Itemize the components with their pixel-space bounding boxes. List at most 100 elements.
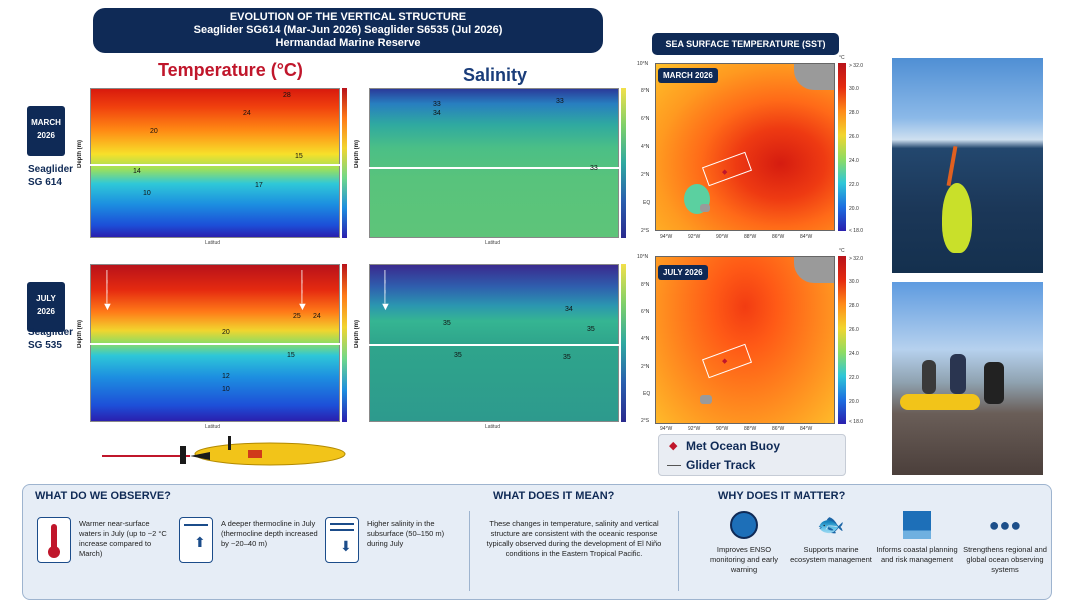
header-banner: EVOLUTION OF THE VERTICAL STRUCTURE Seag… <box>93 8 603 53</box>
matter-item: Improves ENSO monitoring and early warni… <box>710 545 778 574</box>
month-label: MARCH <box>31 118 61 127</box>
contour-label: 25 <box>293 313 301 320</box>
cbar-unit: °C <box>839 55 845 61</box>
cbar-tick: 22.0 <box>849 182 859 188</box>
sst-map-july: JULY 2026 ◆ <box>655 256 835 424</box>
contour-label: 12 <box>222 373 230 380</box>
cbar-tick: 26.0 <box>849 327 859 333</box>
observing-item: ●●● Strengthens regional and global ocea… <box>960 511 1050 575</box>
contour-label: 33 <box>556 98 564 105</box>
lat-tick: 10°N <box>637 254 649 260</box>
lon-tick: 84°W <box>800 426 813 432</box>
observe-item: Higher salinity in the subsurface (50–15… <box>367 519 445 548</box>
month-badge-july: JULY 2026 <box>27 282 65 332</box>
buoy-legend-icon: ◆ <box>669 440 678 452</box>
contour-label: 17 <box>255 182 263 189</box>
enso-item: Improves ENSO monitoring and early warni… <box>701 511 787 575</box>
landmass <box>794 257 834 283</box>
salinity-section-march <box>369 88 619 238</box>
cbar-tick: < 18.0 <box>849 419 864 425</box>
meaning-text: These changes in temperature, salinity a… <box>486 519 662 558</box>
matter-item: Supports marine ecosystem management <box>790 545 872 564</box>
glider-on-deck <box>900 394 980 410</box>
temperature-section-march <box>90 88 340 238</box>
thermometer-icon <box>37 517 71 563</box>
track-legend-icon <box>667 465 681 466</box>
lon-tick: 86°W <box>772 426 785 432</box>
sst-colorbar-march <box>838 63 846 231</box>
landmass <box>794 64 834 90</box>
lon-tick: 86°W <box>772 234 785 240</box>
lat-tick: 6°N <box>641 309 650 315</box>
thermocline-icon: ⬆ <box>179 517 213 563</box>
galapagos-islands <box>700 204 710 212</box>
cbar-tick: 24.0 <box>849 158 859 164</box>
track-legend-label: Glider Track <box>686 458 756 472</box>
globe-icon <box>730 511 758 539</box>
glider-name: Seaglider <box>28 164 74 175</box>
glider-at-sea-photo <box>892 58 1043 273</box>
glider-body <box>942 183 972 253</box>
map-legend: ◆ Met Ocean Buoy Glider Track <box>658 434 846 476</box>
contour-label: 35 <box>454 352 462 359</box>
cbar-tick: 20.0 <box>849 399 859 405</box>
observe-heading: WHAT DO WE OBSERVE? <box>35 490 171 502</box>
matter-item: Strengthens regional and global ocean ob… <box>963 545 1047 574</box>
reference-line <box>90 343 340 345</box>
contour-label: 20 <box>222 329 230 336</box>
summary-panel: WHAT DO WE OBSERVE? Warmer near-surface … <box>22 484 1052 600</box>
map-label-march: MARCH 2026 <box>658 68 718 83</box>
month-label: JULY <box>36 294 56 303</box>
reference-line <box>369 344 619 346</box>
cbar-tick: 30.0 <box>849 86 859 92</box>
sst-map-march: MARCH 2026 ◆ <box>655 63 835 231</box>
divider <box>469 511 470 591</box>
salinity-icon: ⬇ <box>325 517 359 563</box>
contour-label: 35 <box>563 354 571 361</box>
buoy-marker: ◆ <box>722 169 728 176</box>
header-line1: EVOLUTION OF THE VERTICAL STRUCTURE <box>229 11 467 23</box>
lon-tick: 92°W <box>688 234 701 240</box>
lat-axis-label: Latitud <box>485 240 501 246</box>
contour-label: 33 <box>433 101 441 108</box>
temperature-colorbar <box>342 264 347 422</box>
lat-tick: 4°N <box>641 336 650 342</box>
lat-tick: 4°N <box>641 144 650 150</box>
cbar-tick: 26.0 <box>849 134 859 140</box>
divider <box>678 511 679 591</box>
cbar-tick: 28.0 <box>849 303 859 309</box>
matter-heading: WHY DOES IT MATTER? <box>718 490 846 502</box>
lat-tick: 8°N <box>641 88 650 94</box>
salinity-colorbar <box>621 88 626 238</box>
map-label-july: JULY 2026 <box>658 265 708 280</box>
lon-tick: 90°W <box>716 426 729 432</box>
lat-tick: 8°N <box>641 282 650 288</box>
contour-label: 35 <box>443 320 451 327</box>
contour-label: 14 <box>133 168 141 175</box>
lon-tick: 90°W <box>716 234 729 240</box>
lat-tick: 2°N <box>641 172 650 178</box>
cbar-tick: > 32.0 <box>849 256 864 262</box>
header-line2: Seaglider SG614 (Mar-Jun 2026) Seaglider… <box>193 24 503 36</box>
contour-label: 24 <box>313 313 321 320</box>
meaning-heading: WHAT DOES IT MEAN? <box>493 490 615 502</box>
year-label: 2026 <box>37 307 55 316</box>
lon-tick: 92°W <box>688 426 701 432</box>
header-line3: Hermandad Marine Reserve <box>275 37 421 49</box>
people-icon: ●●● <box>988 515 1022 535</box>
person-silhouette <box>950 354 966 394</box>
lat-axis-label: Latitud <box>205 424 221 430</box>
down-arrow-icon: │ │ │ ▼ <box>297 271 308 313</box>
sst-title: SEA SURFACE TEMPERATURE (SST) <box>652 33 839 55</box>
lat-tick: EQ <box>643 200 651 206</box>
lat-tick: 10°N <box>637 61 649 67</box>
lat-tick: 2°S <box>641 418 650 424</box>
depth-axis-label: Depth (m) <box>354 140 360 168</box>
contour-label: 35 <box>587 326 595 333</box>
glider-id: SG 614 <box>28 177 62 188</box>
lon-tick: 88°W <box>744 234 757 240</box>
salinity-title: Salinity <box>463 65 528 85</box>
person-silhouette <box>922 360 936 394</box>
reference-line <box>90 164 340 166</box>
cbar-tick: 28.0 <box>849 110 859 116</box>
